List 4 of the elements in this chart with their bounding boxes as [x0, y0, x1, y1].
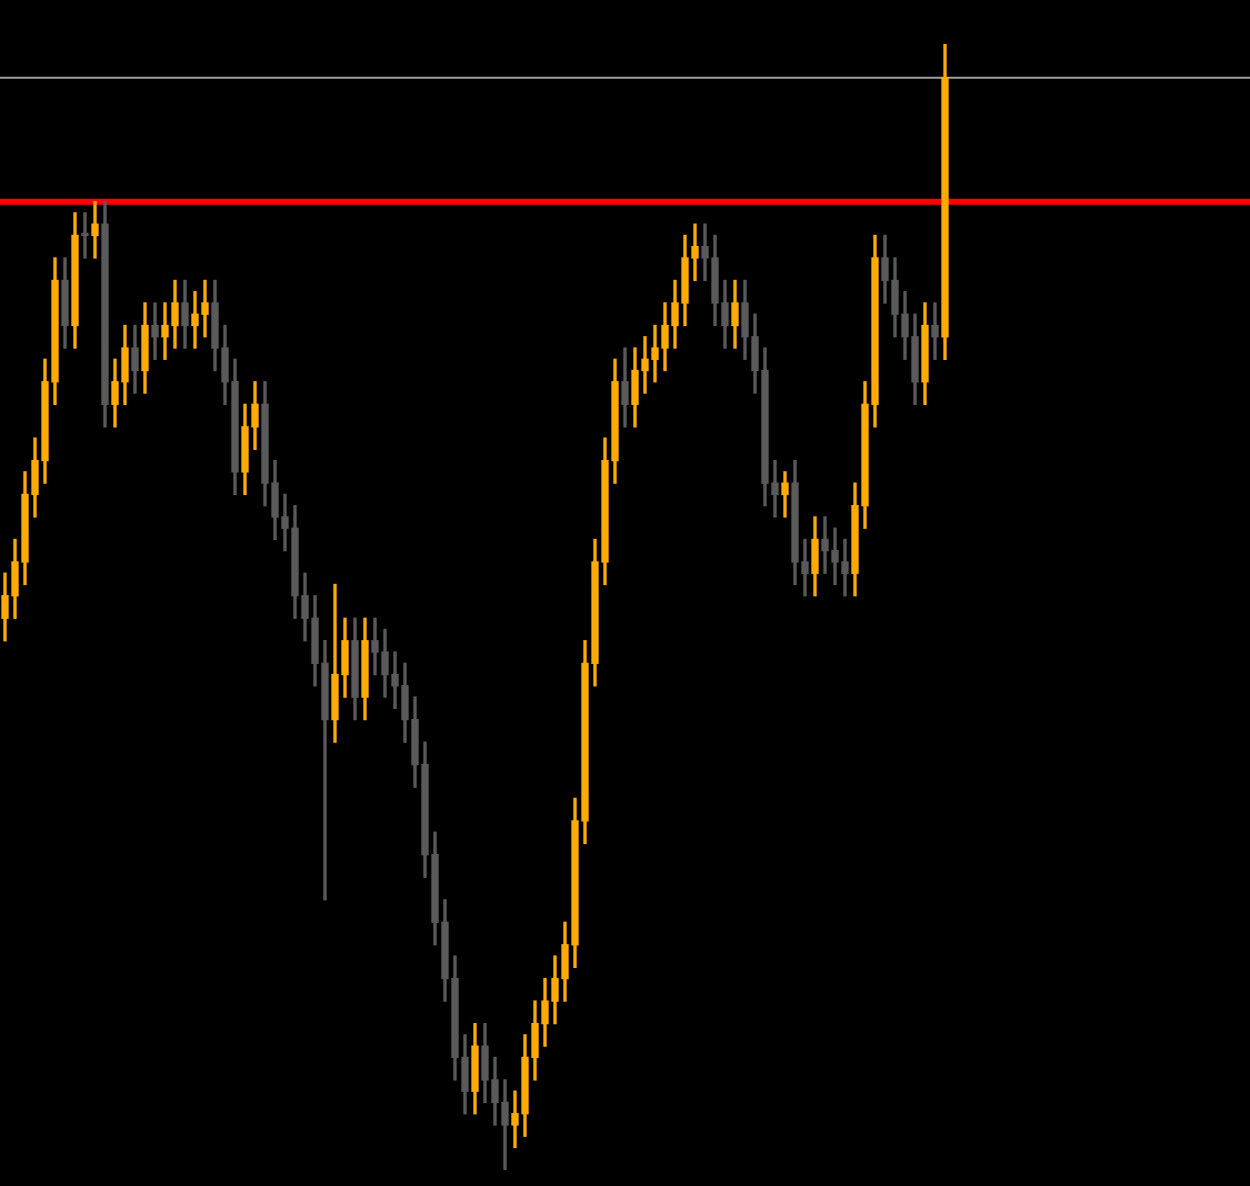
candlestick: [81, 212, 89, 259]
candlestick: [931, 302, 939, 360]
candlestick: [91, 200, 99, 259]
candlestick: [151, 302, 159, 360]
